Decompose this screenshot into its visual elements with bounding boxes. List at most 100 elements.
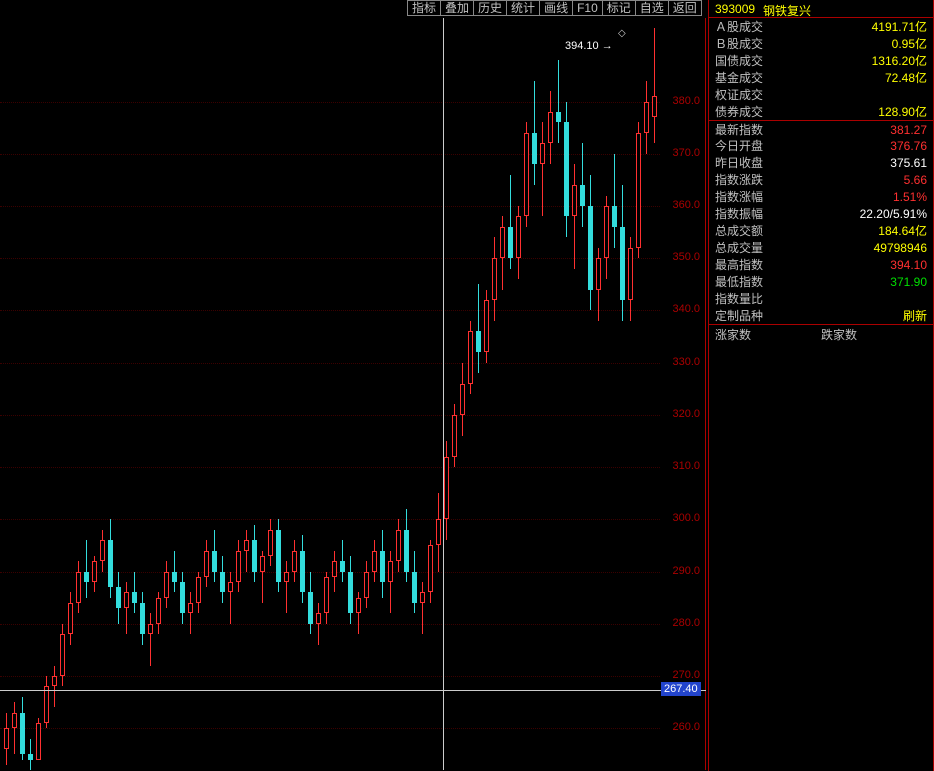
panel-value: 22.20/5.91% <box>860 206 927 221</box>
panel-label: 最低指数 <box>715 274 763 289</box>
candle <box>228 582 233 592</box>
candle <box>612 206 617 227</box>
panel-row: 国债成交1316.20亿 <box>709 52 933 69</box>
candle <box>436 519 441 545</box>
candle <box>500 227 505 258</box>
candle <box>324 577 329 614</box>
y-tick: 350.0 <box>672 251 700 263</box>
candle <box>444 457 449 520</box>
candle <box>636 133 641 248</box>
high-marker-label: 394.10 → <box>565 40 613 52</box>
candle <box>524 133 529 217</box>
toolbar-btn-5[interactable]: F10 <box>572 0 603 16</box>
toolbar-btn-2[interactable]: 历史 <box>473 0 507 16</box>
panel-label: 总成交量 <box>715 240 763 255</box>
panel-row: 指数涨跌5.66 <box>709 171 933 188</box>
panel-row: 基金成交72.48亿 <box>709 69 933 86</box>
panel-row: 权证成交 <box>709 86 933 103</box>
panel-label: 最高指数 <box>715 257 763 272</box>
crosshair-horizontal <box>0 690 706 691</box>
panel-row: 今日开盘376.76 <box>709 137 933 154</box>
y-tick: 300.0 <box>672 512 700 524</box>
y-tick: 330.0 <box>672 356 700 368</box>
candle <box>260 556 265 572</box>
chart-toolbar: 指标叠加历史统计画线F10标记自选返回 <box>408 0 702 16</box>
y-tick: 270.0 <box>672 669 700 681</box>
panel-label: 今日开盘 <box>715 138 763 153</box>
candle <box>300 551 305 593</box>
candle <box>428 545 433 592</box>
candle <box>476 331 481 352</box>
panel-label: 指数量比 <box>715 291 763 306</box>
candle <box>340 561 345 571</box>
panel-label: Ｂ股成交 <box>715 36 763 51</box>
crosshair-value-label: 267.40 <box>661 682 701 696</box>
candle <box>212 551 217 572</box>
candle <box>564 122 569 216</box>
candle <box>556 112 561 122</box>
candle <box>236 551 241 582</box>
panel-label: 定制品种 <box>715 308 763 323</box>
toolbar-btn-8[interactable]: 返回 <box>668 0 702 16</box>
panel-row: 指数涨幅1.51% <box>709 188 933 205</box>
panel-row: 指数振幅 22.20/5.91% <box>709 205 933 222</box>
candle <box>140 603 145 634</box>
toolbar-btn-3[interactable]: 统计 <box>506 0 540 16</box>
crosshair-vertical <box>443 18 444 770</box>
panel-label: 指数涨跌 <box>715 172 763 187</box>
panel-row: 最低指数371.90 <box>709 273 933 290</box>
panel-label: 基金成交 <box>715 70 763 85</box>
panel-row: Ａ股成交4191.71亿 <box>709 18 933 35</box>
panel-label: 总成交额 <box>715 223 763 238</box>
candlestick-chart[interactable] <box>0 18 706 770</box>
candle <box>44 686 49 723</box>
candle <box>124 592 129 608</box>
candle <box>172 572 177 582</box>
candle <box>36 723 41 760</box>
panel-value: 184.64亿 <box>878 223 927 238</box>
candle <box>164 572 169 598</box>
y-tick: 370.0 <box>672 147 700 159</box>
y-tick: 260.0 <box>672 721 700 733</box>
panel-label: 最新指数 <box>715 122 763 136</box>
panel-value: 381.27 <box>890 122 927 136</box>
candle <box>372 551 377 572</box>
candle <box>628 248 633 300</box>
panel-value: 4191.71亿 <box>872 19 927 34</box>
toolbar-btn-4[interactable]: 画线 <box>539 0 573 16</box>
candle <box>76 572 81 603</box>
panel-value: 128.90亿 <box>878 104 927 119</box>
candle <box>60 634 65 676</box>
panel-label: 指数涨幅 <box>715 189 763 204</box>
panel-label: 指数振幅 <box>715 206 763 221</box>
candle <box>588 206 593 290</box>
candle <box>244 540 249 550</box>
candle <box>364 572 369 598</box>
candle <box>268 530 273 556</box>
candle <box>308 592 313 623</box>
panel-row: 总成交额 184.64亿 <box>709 222 933 239</box>
panel-row: 最高指数 394.10 <box>709 256 933 273</box>
toolbar-btn-1[interactable]: 叠加 <box>440 0 474 16</box>
candle <box>540 143 545 164</box>
panel-value: 394.10 <box>890 257 927 272</box>
candle <box>548 112 553 143</box>
y-axis: 260.0270.0280.0290.0300.0310.0320.0330.0… <box>660 18 706 770</box>
y-tick: 290.0 <box>672 565 700 577</box>
candle <box>180 582 185 613</box>
candle <box>420 592 425 602</box>
toolbar-btn-6[interactable]: 标记 <box>602 0 636 16</box>
high-marker-icon: ◇ <box>618 28 626 39</box>
candle <box>452 415 457 457</box>
candle <box>532 133 537 164</box>
panel-label: 昨日收盘 <box>715 155 763 170</box>
toolbar-btn-7[interactable]: 自选 <box>635 0 669 16</box>
candle <box>52 676 57 686</box>
candle <box>388 561 393 582</box>
candle <box>460 384 465 415</box>
candle <box>356 598 361 614</box>
toolbar-btn-0[interactable]: 指标 <box>407 0 441 16</box>
candle <box>156 598 161 624</box>
candle <box>92 561 97 582</box>
panel-label: 国债成交 <box>715 53 763 68</box>
